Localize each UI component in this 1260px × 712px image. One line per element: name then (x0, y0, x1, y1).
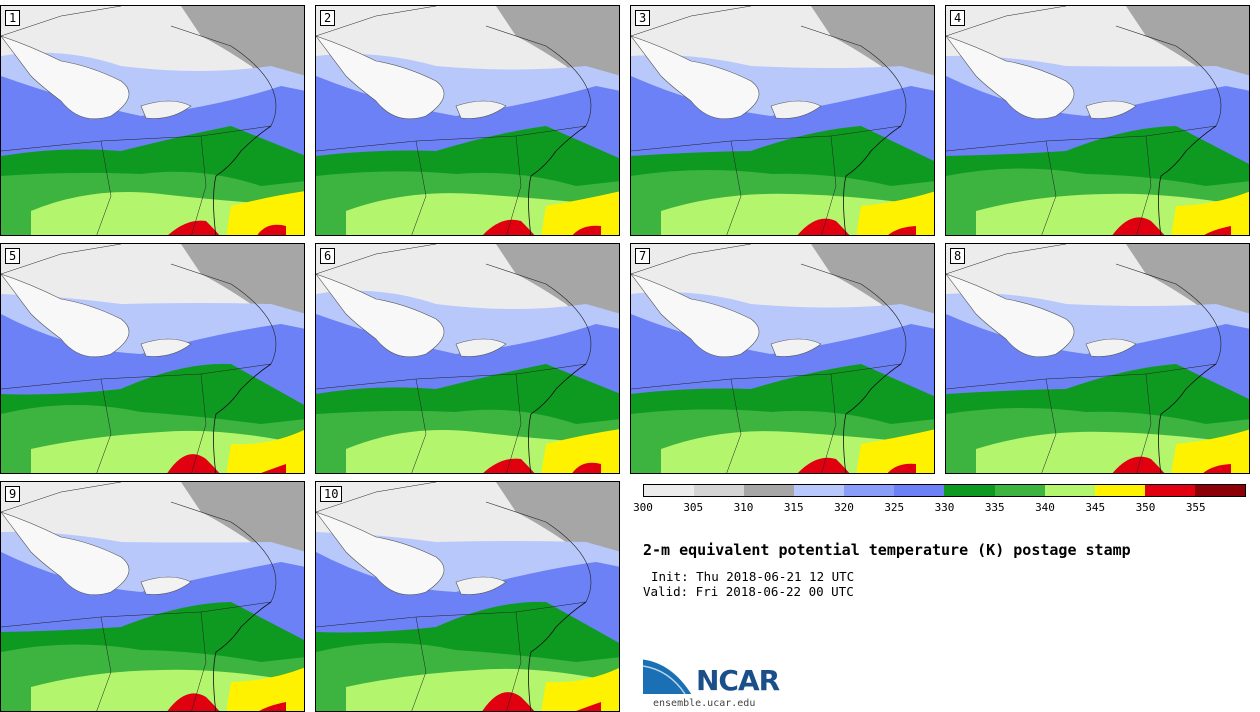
panel-label: 1 (5, 10, 21, 26)
panel-label: 6 (320, 248, 336, 264)
colorbar-segment (644, 485, 695, 496)
tick-label: 320 (834, 501, 854, 514)
member-panel: 2 (315, 5, 620, 236)
colorbar-segment (744, 485, 795, 496)
colorbar-segment (894, 485, 945, 496)
colorbar-legend: 300 305 310 315 320 325 330 335 340 345 350 355 (633, 484, 1260, 514)
colorbar-segment (994, 485, 1045, 496)
map-field (1, 244, 304, 473)
colorbar (643, 484, 1246, 497)
map-field (946, 244, 1249, 473)
tick-label: 330 (934, 501, 955, 514)
map-field (1, 6, 304, 235)
init-time: Init: Thu 2018-06-21 12 UTC (651, 569, 855, 584)
tick-label: 335 (984, 501, 1005, 514)
tick-label: 300 (633, 501, 653, 514)
tick-label: 305 (683, 501, 704, 514)
map-field (316, 482, 619, 711)
colorbar-segment (794, 485, 845, 496)
colorbar-segment (1194, 485, 1245, 496)
tick-label: 345 (1085, 501, 1106, 514)
tick-label: 310 (733, 501, 754, 514)
panel-label: 5 (5, 248, 21, 264)
time-info: Init: Thu 2018-06-21 12 UTC Valid: Fri 2… (643, 569, 854, 599)
map-field (631, 6, 934, 235)
panel-label: 3 (635, 10, 651, 26)
valid-time: Valid: Fri 2018-06-22 00 UTC (643, 584, 854, 599)
member-panel: 5 (0, 243, 305, 474)
panel-label: 2 (320, 10, 336, 26)
tick-label: 350 (1135, 501, 1156, 514)
map-field (631, 244, 934, 473)
map-field (316, 244, 619, 473)
member-panel: 4 (945, 5, 1250, 236)
member-panel: 9 (0, 481, 305, 712)
member-panel: 3 (630, 5, 935, 236)
panel-label: 8 (950, 248, 966, 264)
panel-label: 4 (950, 10, 966, 26)
member-panel: 6 (315, 243, 620, 474)
panel-label: 10 (320, 486, 343, 502)
colorbar-segment (944, 485, 995, 496)
member-panel: 10 (315, 481, 620, 712)
colorbar-segment (1094, 485, 1145, 496)
logo-url: ensemble.ucar.edu (653, 698, 756, 709)
map-field (316, 6, 619, 235)
figure-title: 2-m equivalent potential temperature (K)… (643, 541, 1131, 559)
tick-label: 315 (783, 501, 804, 514)
map-field (1, 482, 304, 711)
logo-text: NCAR (696, 664, 780, 697)
member-panel: 1 (0, 5, 305, 236)
member-panel: 8 (945, 243, 1250, 474)
panel-label: 9 (5, 486, 21, 502)
panel-label: 7 (635, 248, 651, 264)
ncar-swoosh-icon (643, 656, 695, 695)
map-field (946, 6, 1249, 235)
colorbar-segment (694, 485, 745, 496)
colorbar-segment (1144, 485, 1195, 496)
colorbar-segment (844, 485, 895, 496)
tick-label: 325 (884, 501, 905, 514)
tick-label: 355 (1185, 501, 1206, 514)
member-panel: 7 (630, 243, 935, 474)
tick-label: 340 (1035, 501, 1055, 514)
colorbar-segment (1044, 485, 1095, 496)
ncar-logo: NCAR ensemble.ucar.edu (643, 656, 793, 712)
colorbar-ticks: 300 305 310 315 320 325 330 335 340 345 350 355 (633, 497, 1260, 514)
